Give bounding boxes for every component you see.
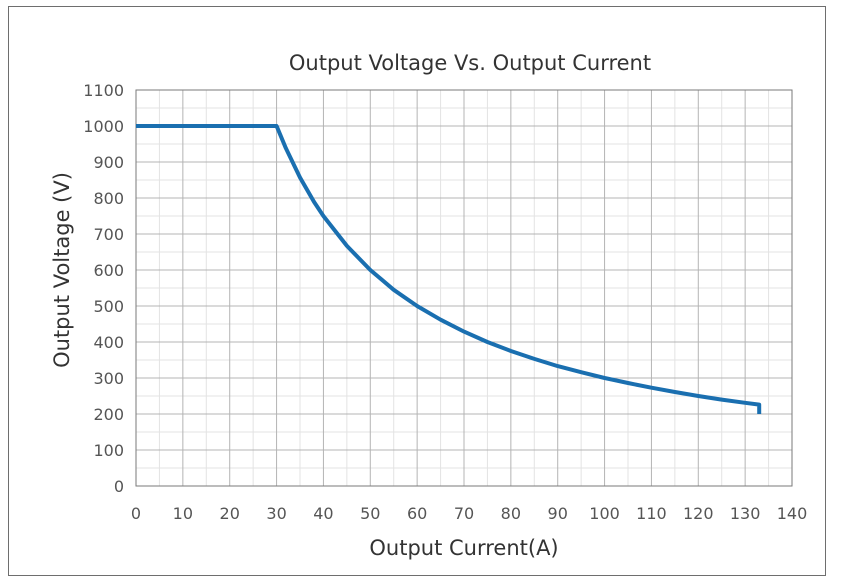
y-tick-label: 800	[93, 189, 124, 208]
y-tick-label: 900	[93, 153, 124, 172]
series-group	[136, 124, 762, 414]
x-tick-label: 40	[313, 504, 333, 523]
y-tick-label: 700	[93, 225, 124, 244]
y-tick-labels: 0 100 200 300 400 500 600 700 800 900 1000 1100	[83, 81, 124, 496]
y-axis-label: Output Voltage (V)	[50, 172, 74, 368]
x-tick-label: 60	[407, 504, 427, 523]
y-tick-label: 500	[93, 297, 124, 316]
y-tick-label: 0	[114, 477, 124, 496]
x-tick-label: 80	[501, 504, 521, 523]
x-tick-label: 110	[636, 504, 667, 523]
y-tick-label: 400	[93, 333, 124, 352]
x-tick-label: 20	[220, 504, 240, 523]
series-line-0	[136, 124, 762, 414]
x-tick-label: 120	[683, 504, 714, 523]
y-tick-label: 300	[93, 369, 124, 388]
plot-border	[135, 89, 793, 487]
x-axis-label: Output Current(A)	[369, 536, 558, 560]
x-tick-label: 100	[589, 504, 620, 523]
x-tick-label: 90	[548, 504, 568, 523]
x-tick-label: 0	[131, 504, 141, 523]
x-tick-label: 10	[173, 504, 193, 523]
x-tick-label: 30	[266, 504, 286, 523]
y-tick-label: 1000	[83, 117, 124, 136]
y-tick-label: 100	[93, 441, 124, 460]
chart-title: Output Voltage Vs. Output Current	[289, 51, 651, 75]
y-tick-label: 600	[93, 261, 124, 280]
y-tick-label: 200	[93, 405, 124, 424]
x-tick-labels: 0 10 20 30 40 50 60 70 80 90 100 110 120 130 140	[131, 504, 807, 523]
x-tick-label: 130	[730, 504, 761, 523]
x-tick-label: 70	[454, 504, 474, 523]
x-tick-label: 50	[360, 504, 380, 523]
x-tick-label: 140	[777, 504, 808, 523]
y-tick-label: 1100	[83, 81, 124, 100]
